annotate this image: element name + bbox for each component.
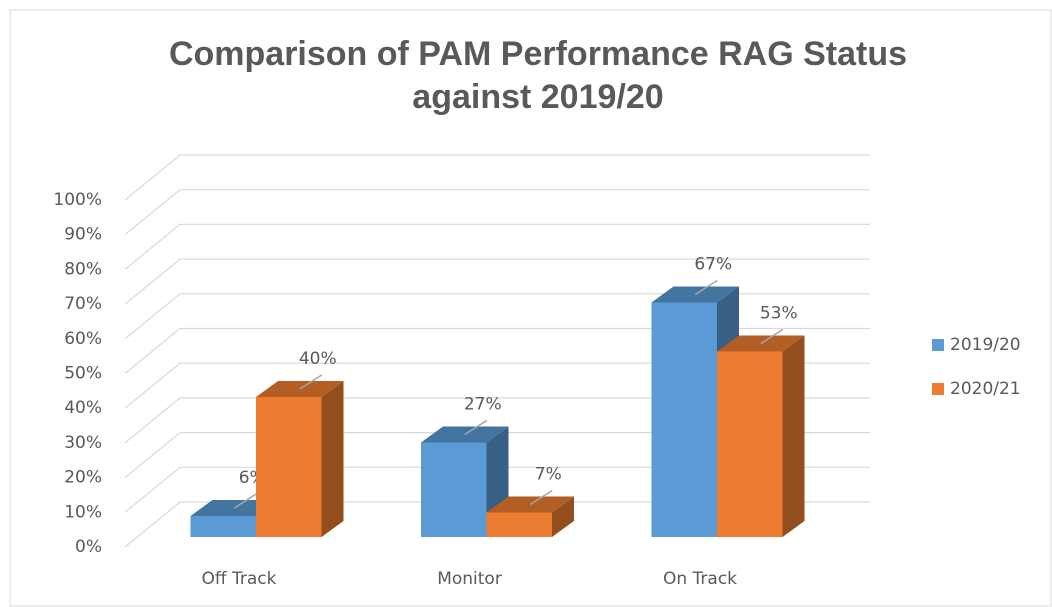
grid-line [124,258,870,305]
grid-line [124,327,870,374]
legend-swatch [932,339,944,351]
data-label: 53% [760,304,798,324]
bar [717,351,783,537]
y-tick-label: 30% [64,433,102,453]
bar-side [321,381,344,537]
leader-line [760,328,784,345]
legend-swatch [932,383,944,395]
bar-side [552,496,574,537]
y-tick-label: 100% [53,190,102,210]
leader-line [233,493,257,509]
x-tick-label: Monitor [437,569,502,589]
y-tick-label: 90% [64,225,102,245]
grid-line [124,362,870,409]
legend-label: 2019/20 [950,335,1021,355]
bar-side [782,335,805,537]
grid-line [124,154,870,201]
grid-line [124,501,870,548]
y-tick-label: 40% [64,398,102,418]
chart-title: against 2019/20 [412,78,663,116]
grid-line [124,432,870,479]
y-tick-label: 20% [64,468,102,488]
y-tick-label: 50% [64,364,102,384]
leader-line [694,279,718,296]
data-label: 27% [464,395,502,415]
leader-line [299,374,323,390]
grid-line [124,189,870,236]
grid-line [124,223,870,270]
leader-line [529,489,553,506]
grid-line [124,397,870,444]
y-tick-label: 10% [64,502,102,522]
y-tick-label: 70% [64,294,102,314]
bar [651,302,717,537]
leader-line [464,419,488,436]
x-tick-label: Off Track [202,569,277,589]
legend-label: 2020/21 [950,379,1021,399]
y-tick-label: 60% [64,329,102,349]
data-label: 40% [299,349,337,369]
y-tick-label: 80% [64,259,102,279]
grid-line [124,466,870,513]
grid-line [124,293,870,340]
y-tick-label: 0% [75,537,102,557]
bar [486,512,552,537]
bar [256,397,322,537]
bar [421,442,487,537]
data-label: 7% [535,465,562,485]
data-label: 67% [694,255,732,275]
chart-title: Comparison of PAM Performance RAG Status [169,35,907,73]
bar [190,516,256,537]
x-tick-label: On Track [663,569,737,589]
